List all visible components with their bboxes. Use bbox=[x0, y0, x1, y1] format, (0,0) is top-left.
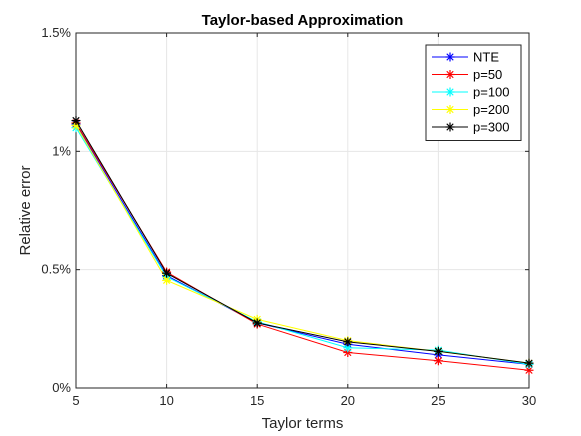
data-point bbox=[433, 356, 443, 366]
legend-label: p=50 bbox=[473, 67, 502, 82]
legend-label: p=100 bbox=[473, 85, 510, 100]
plot-area bbox=[75, 32, 530, 389]
legend-marker bbox=[445, 87, 455, 97]
series-layer bbox=[71, 116, 534, 375]
x-tick-label: 15 bbox=[250, 393, 264, 408]
legend-label: p=300 bbox=[473, 120, 510, 135]
series-p-300 bbox=[71, 116, 534, 368]
chart-title: Taylor-based Approximation bbox=[202, 12, 404, 29]
series-line bbox=[75, 127, 530, 365]
series-line bbox=[75, 120, 530, 364]
legend-box bbox=[425, 44, 522, 141]
legend-item: NTE bbox=[432, 50, 499, 65]
data-point bbox=[524, 358, 534, 368]
x-tick-label: 20 bbox=[341, 393, 355, 408]
y-tick-label: 1.5% bbox=[41, 25, 71, 40]
legend-label: NTE bbox=[473, 50, 499, 65]
y-axis: 0% 0.5% 1% 1.5% bbox=[41, 25, 529, 395]
legend-item: p=300 bbox=[432, 120, 510, 135]
data-point bbox=[343, 337, 353, 347]
legend-marker bbox=[445, 105, 455, 114]
legend-marker bbox=[445, 70, 455, 79]
data-point bbox=[71, 116, 81, 126]
data-point bbox=[252, 318, 262, 328]
x-axis: 5 10 15 20 25 30 bbox=[72, 33, 536, 408]
data-point bbox=[433, 346, 443, 356]
data-point bbox=[524, 365, 534, 375]
legend-item: p=50 bbox=[432, 67, 502, 82]
x-tick-label: 25 bbox=[431, 393, 445, 408]
series-line bbox=[75, 123, 530, 365]
x-tick-label: 5 bbox=[72, 393, 79, 408]
legend: NTE p=50 p=100 p=200 p=300 bbox=[425, 44, 522, 141]
x-axis-label: Taylor terms bbox=[262, 415, 344, 432]
x-tick-label: 10 bbox=[159, 393, 173, 408]
legend-marker bbox=[445, 52, 455, 62]
y-axis-label: Relative error bbox=[17, 165, 34, 255]
y-tick-label: 0.5% bbox=[41, 262, 71, 277]
x-tick-label: 30 bbox=[522, 393, 536, 408]
legend-item: p=200 bbox=[432, 102, 510, 117]
data-point bbox=[162, 268, 172, 278]
y-tick-label: 0% bbox=[52, 380, 71, 395]
legend-label: p=200 bbox=[473, 102, 510, 117]
legend-item: p=100 bbox=[432, 85, 510, 100]
legend-marker bbox=[445, 122, 455, 132]
y-tick-label: 1% bbox=[52, 143, 71, 158]
